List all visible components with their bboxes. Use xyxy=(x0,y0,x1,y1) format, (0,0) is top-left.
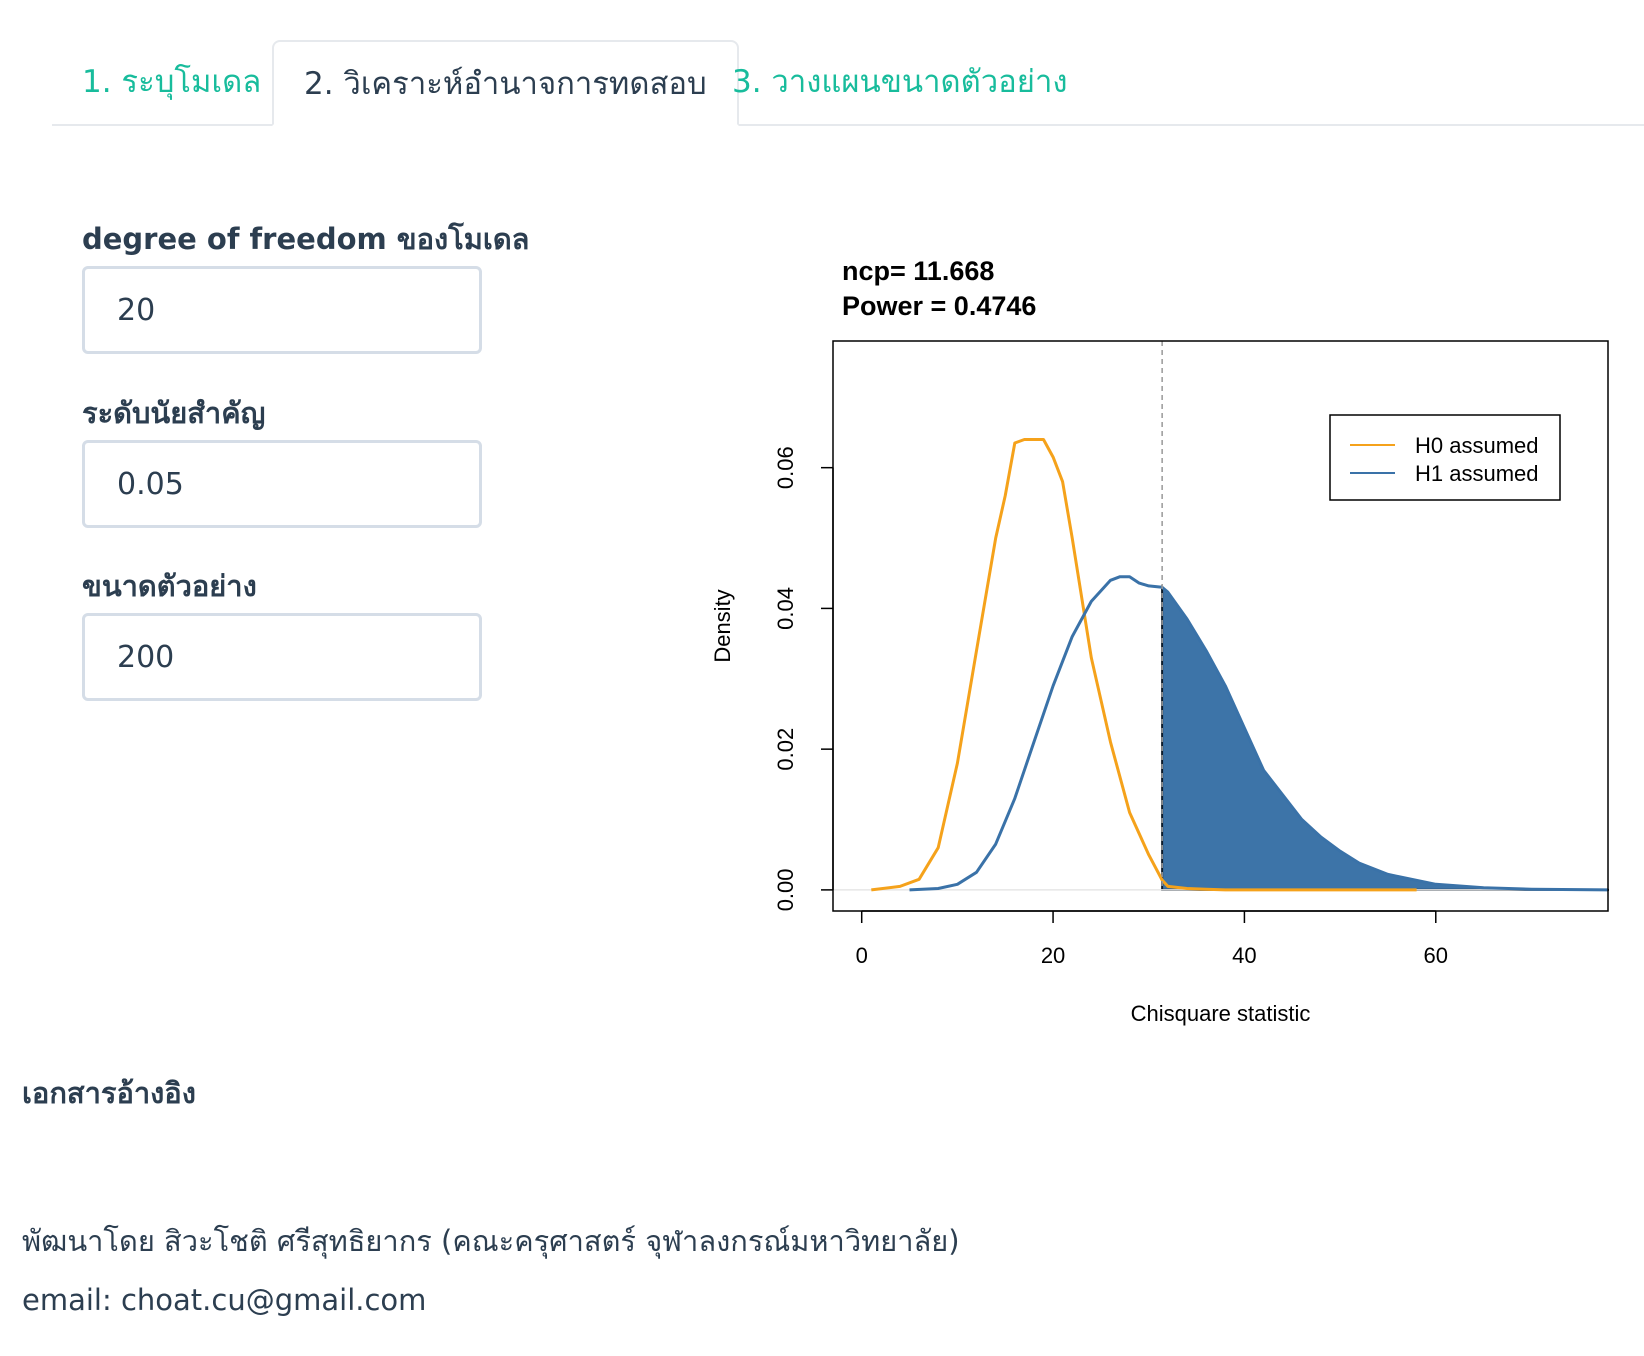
legend-label: H1 assumed xyxy=(1415,461,1539,486)
tab-specify-model[interactable]: 1. ระบุโมเดล xyxy=(82,64,262,100)
x-axis-label: Chisquare statistic xyxy=(1131,1001,1311,1026)
x-tick-label: 0 xyxy=(856,943,868,968)
developer-credit: พัฒนาโดย สิวะโชติ ศรีสุทธิยากร (คณะครุศา… xyxy=(22,1224,960,1258)
sample-size-label: ขนาดตัวอย่าง xyxy=(82,569,257,603)
references-heading: เอกสารอ้างอิง xyxy=(22,1076,196,1110)
chart-title-line: ncp= 11.668 xyxy=(842,256,994,286)
x-tick-label: 20 xyxy=(1041,943,1065,968)
contact-email: email: choat.cu@gmail.com xyxy=(22,1283,427,1317)
legend-box xyxy=(1329,414,1561,501)
x-tick-label: 40 xyxy=(1232,943,1256,968)
power-density-plot: ncp= 11.668 Power = 0.4746 0 20 40 60 Chisquar… xyxy=(710,256,1609,1026)
density-curve xyxy=(909,575,1609,892)
df-label: degree of freedom ของโมเดล xyxy=(82,222,530,256)
tab-bar: 1. ระบุโมเดล 2. วิเคราะห์อำนาจการทดสอบ 3… xyxy=(52,40,1644,126)
sample-size-input[interactable] xyxy=(82,613,482,701)
x-tick-label: 60 xyxy=(1424,943,1448,968)
density-curve xyxy=(871,438,1417,892)
power-shaded-area xyxy=(1161,585,1609,891)
y-tick-label: 0.06 xyxy=(773,446,798,489)
chart-title-line: Power = 0.4746 xyxy=(842,291,1036,321)
y-axis-label: Density xyxy=(710,589,735,662)
legend-label: H0 assumed xyxy=(1415,433,1539,458)
alpha-label: ระดับนัยสำคัญ xyxy=(82,396,266,430)
df-input[interactable] xyxy=(82,266,482,354)
alpha-input[interactable] xyxy=(82,440,482,528)
y-tick-label: 0.04 xyxy=(773,587,798,630)
y-tick-label: 0.00 xyxy=(773,868,798,911)
tab-sample-size-planning[interactable]: 3. วางแผนขนาดตัวอย่าง xyxy=(732,64,1068,100)
tab-power-analysis[interactable]: 2. วิเคราะห์อำนาจการทดสอบ xyxy=(272,40,739,126)
y-tick-label: 0.02 xyxy=(773,728,798,771)
